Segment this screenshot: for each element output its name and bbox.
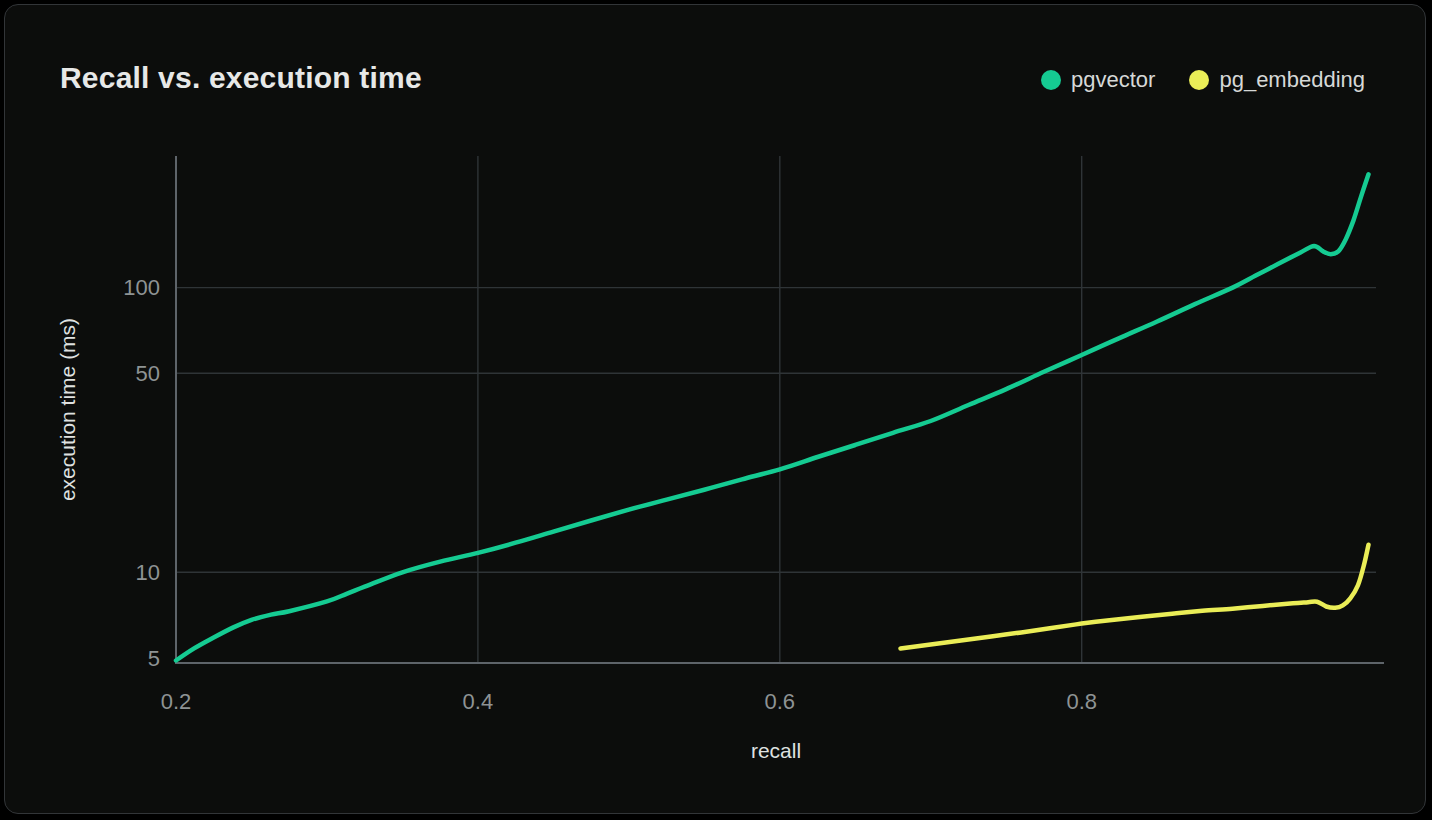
- x-tick-label-0.2: 0.2: [161, 689, 192, 714]
- x-tick-label-0.8: 0.8: [1066, 689, 1097, 714]
- series-line-pgvector: [176, 174, 1369, 660]
- series-line-pg_embedding: [901, 545, 1369, 649]
- y-tick-label-100: 100: [123, 275, 160, 300]
- y-axis-title: execution time (ms): [56, 318, 79, 501]
- page: { "colors": { "page_background": "#00000…: [0, 0, 1432, 820]
- x-tick-label-0.6: 0.6: [765, 689, 796, 714]
- chart-plot: 5 10 50 100 0.2 0.4 0.6 0.8 recall execution time…: [5, 5, 1429, 817]
- x-axis-title: recall: [751, 739, 801, 762]
- y-tick-label-50: 50: [136, 361, 160, 386]
- x-tick-label-0.4: 0.4: [463, 689, 494, 714]
- y-tick-label-5: 5: [148, 646, 160, 671]
- y-tick-label-10: 10: [136, 560, 160, 585]
- chart-card: Recall vs. execution time pgvectorpg_emb…: [4, 4, 1426, 814]
